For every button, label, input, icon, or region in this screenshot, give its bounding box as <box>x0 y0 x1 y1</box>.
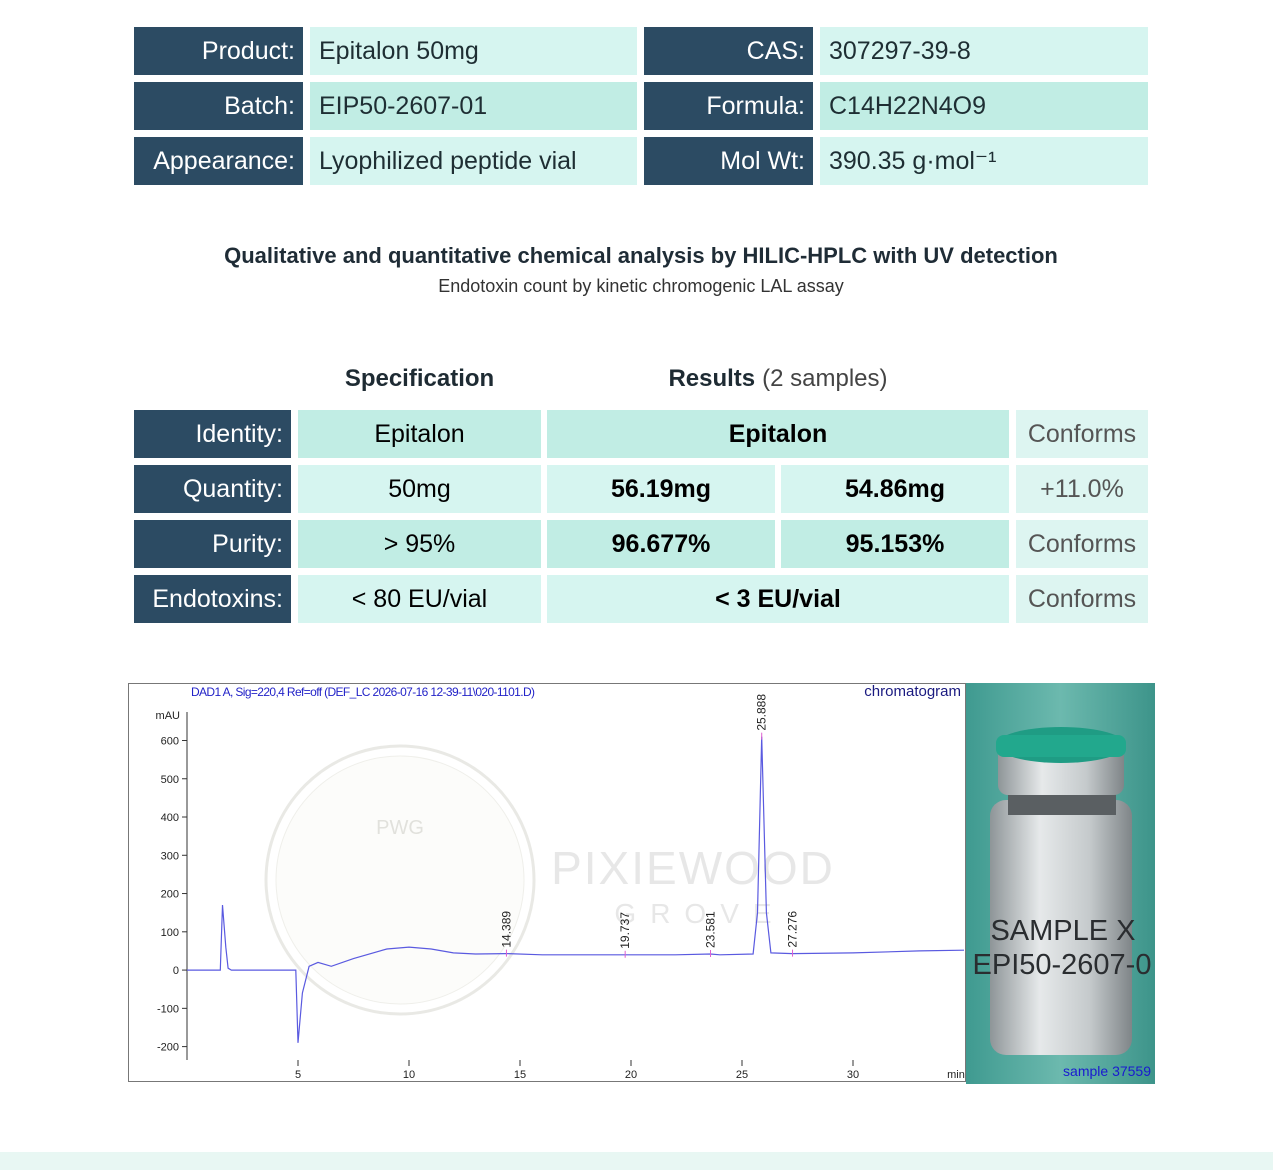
peak-label: 25.888 <box>755 694 769 731</box>
analysis-subtitle: Endotoxin count by kinetic chromogenic L… <box>438 276 844 296</box>
y-tick-label: -100 <box>157 1003 179 1015</box>
y-tick-label: 400 <box>161 812 179 824</box>
chart-title: DAD1 A, Sig=220,4 Ref=off (DEF_LC 2026-0… <box>191 685 535 699</box>
footer-band <box>0 1152 1273 1170</box>
x-tick-label: 20 <box>625 1069 637 1081</box>
row-label: Quantity: <box>134 465 291 513</box>
y-tick-label: 200 <box>161 889 179 901</box>
results-note: (2 samples) <box>762 365 888 392</box>
watermark-name: PIXIEWOOD <box>551 842 835 894</box>
peak-label: 23.581 <box>703 911 717 948</box>
row-label: Identity: <box>134 410 291 458</box>
field-value: Lyophilized peptide vial <box>310 137 637 185</box>
field-value: 307297-39-8 <box>820 27 1148 75</box>
y-tick-label: 500 <box>161 774 179 786</box>
peak-label: 14.389 <box>499 911 513 948</box>
watermark-seal-inner <box>275 755 525 1005</box>
result-value: 95.153% <box>781 520 1009 568</box>
vial-text: EPI50-2607-0 <box>973 949 1152 981</box>
field-label: Formula: <box>644 82 813 130</box>
watermark: PWG PIXIEWOOD GROVE <box>264 744 835 1016</box>
analysis-title: Qualitative and quantitative chemical an… <box>224 243 1058 268</box>
result-value: Epitalon <box>547 410 1009 458</box>
status: Conforms <box>1016 410 1148 458</box>
chromatogram-trace <box>187 736 965 1043</box>
x-tick-label: 25 <box>736 1069 748 1081</box>
watermark-monogram: PWG <box>376 817 424 839</box>
chart-frame <box>128 683 966 1082</box>
peak-label: 19.737 <box>618 912 632 949</box>
x-tick-label: 10 <box>403 1069 415 1081</box>
field-label: CAS: <box>644 27 813 75</box>
y-tick-label: -200 <box>157 1042 179 1054</box>
field-label: Appearance: <box>134 137 303 185</box>
field-value: C14H22N4O9 <box>820 82 1148 130</box>
field-label: Batch: <box>134 82 303 130</box>
field-value: 390.35 g·mol⁻¹ <box>820 137 1148 185</box>
y-tick-label: 600 <box>161 735 179 747</box>
vial-text: SAMPLE X <box>990 915 1135 947</box>
y-tick-label: 0 <box>173 965 179 977</box>
field-value: Epitalon 50mg <box>310 27 637 75</box>
row-label: Endotoxins: <box>134 575 291 623</box>
field-label: Mol Wt: <box>644 137 813 185</box>
status: Conforms <box>1016 575 1148 623</box>
peak-label: 27.276 <box>786 911 800 948</box>
watermark-subname: GROVE <box>614 898 785 929</box>
result-value: 54.86mg <box>781 465 1009 513</box>
photo-caption: sample 37559 <box>1063 1063 1151 1079</box>
y-tick-label: 100 <box>161 927 179 939</box>
x-axis-label: min <box>947 1069 965 1081</box>
result-value: 56.19mg <box>547 465 775 513</box>
spec-value: > 95% <box>298 520 541 568</box>
results-header: Results (2 samples) <box>547 365 1009 393</box>
spec-header: Specification <box>344 365 495 392</box>
row-label: Purity: <box>134 520 291 568</box>
field-label: Product: <box>134 27 303 75</box>
y-axis-label: mAU <box>156 710 181 722</box>
x-tick-label: 15 <box>514 1069 526 1081</box>
spec-value: < 80 EU/vial <box>298 575 541 623</box>
result-value: 96.677% <box>547 520 775 568</box>
status: +11.0% <box>1016 465 1148 513</box>
status: Conforms <box>1016 520 1148 568</box>
x-tick-label: 5 <box>295 1069 301 1081</box>
y-tick-label: 300 <box>161 850 179 862</box>
vial-photo <box>966 683 1155 1084</box>
result-value: < 3 EU/vial <box>547 575 1009 623</box>
results-title: Results <box>668 365 756 392</box>
field-value: EIP50-2607-01 <box>310 82 637 130</box>
chart-corner-label: chromatogram <box>864 683 961 700</box>
spec-value: Epitalon <box>298 410 541 458</box>
watermark-seal <box>264 744 536 1016</box>
spec-value: 50mg <box>298 465 541 513</box>
x-tick-label: 30 <box>847 1069 859 1081</box>
